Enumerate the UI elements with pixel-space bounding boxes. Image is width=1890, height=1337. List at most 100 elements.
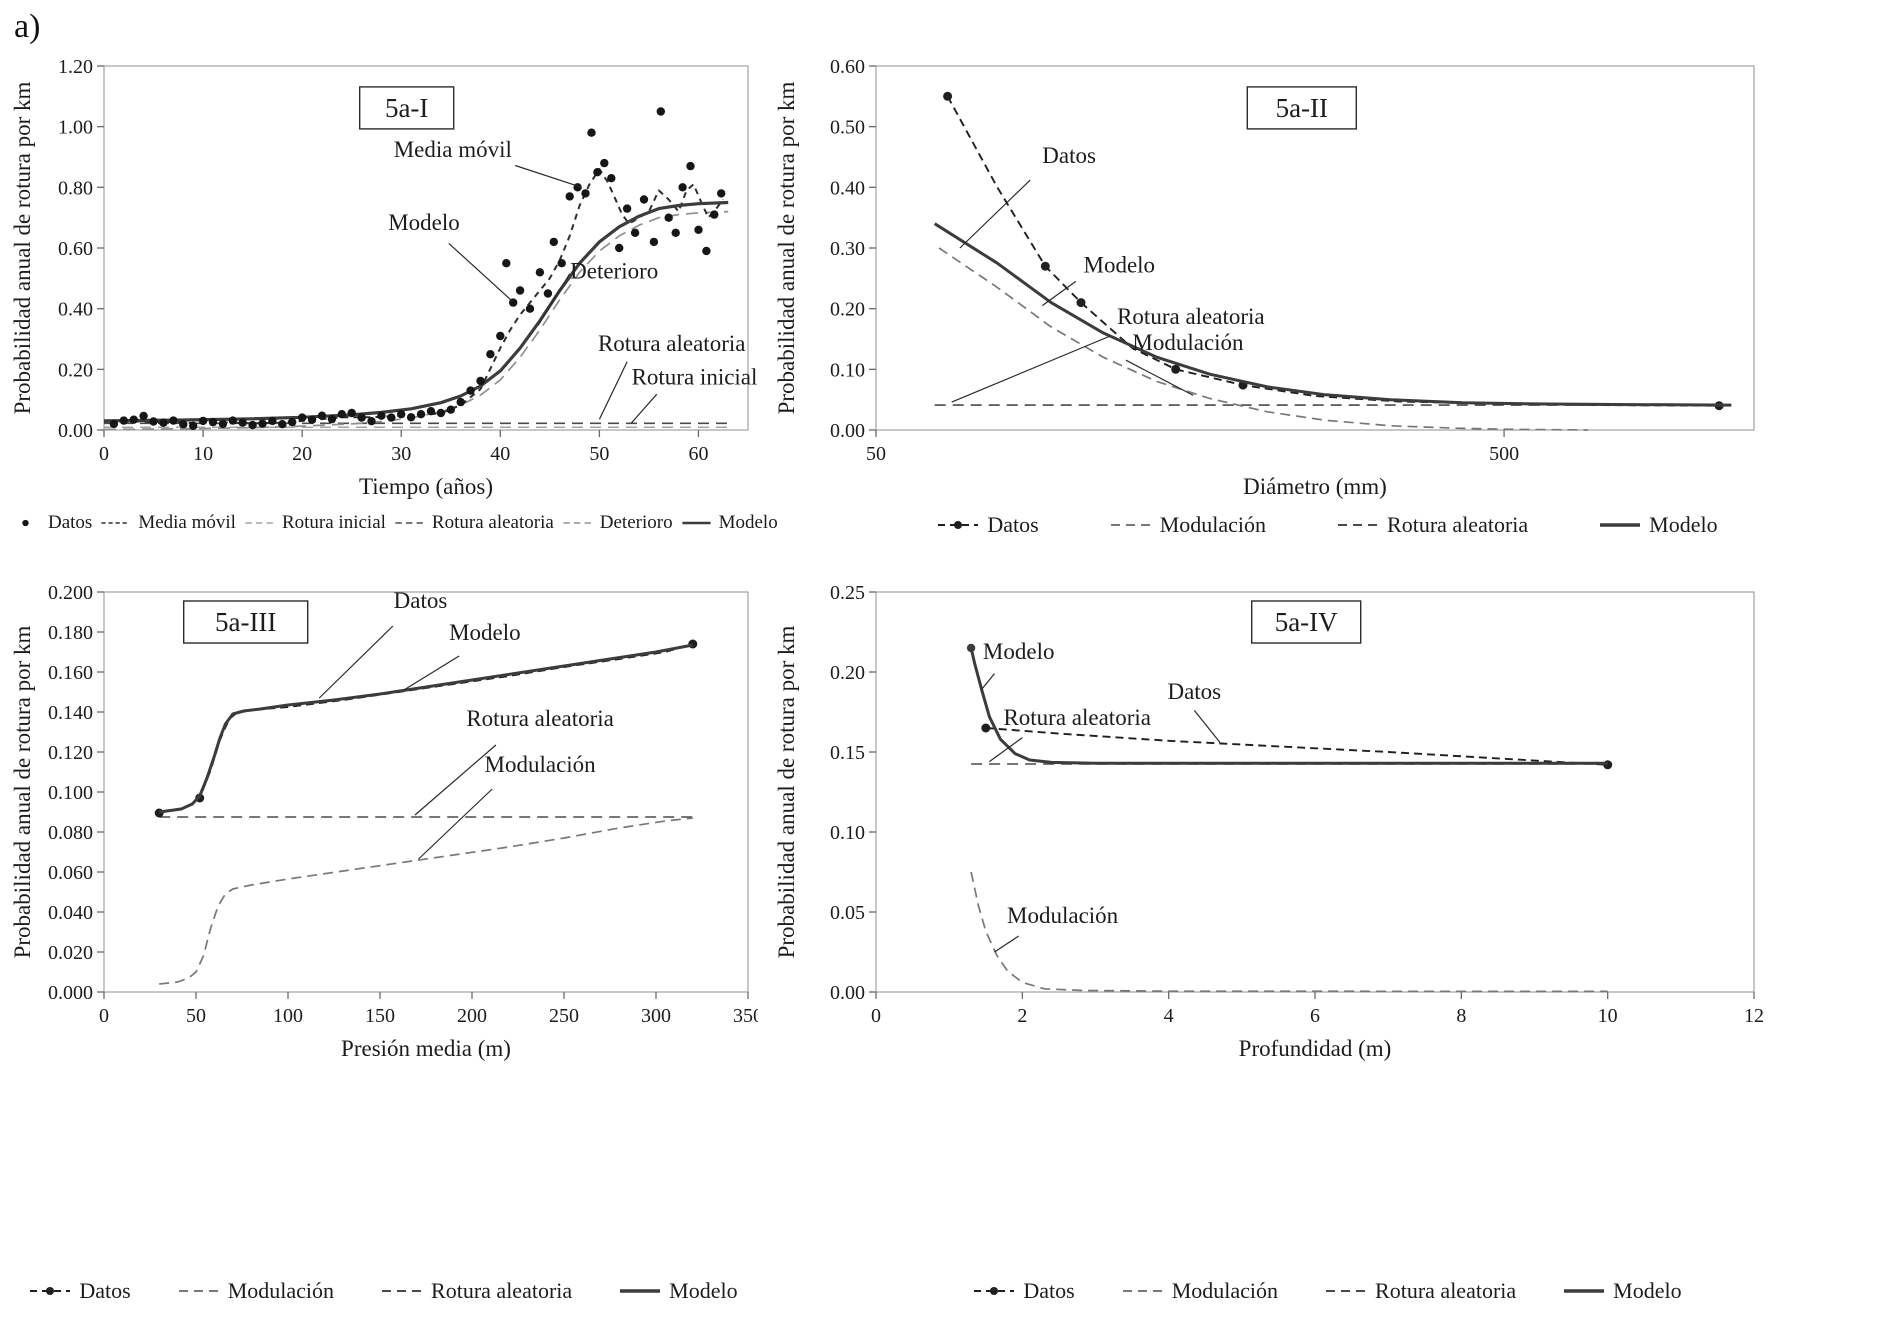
- point-datos: [397, 410, 406, 419]
- series-modulaci-n: [938, 247, 1588, 431]
- chart-5a-4-legend: Datos Modulación Rotura aleatoria Modelo: [772, 1278, 1882, 1304]
- series-datos: [985, 727, 1608, 766]
- point-datos: [248, 420, 257, 430]
- point-datos: [710, 210, 719, 219]
- annotation-leader: [418, 788, 493, 860]
- annotation-label: Rotura aleatoria: [466, 706, 614, 731]
- point-datos: [535, 268, 545, 277]
- series-media-m-vil: [133, 168, 724, 425]
- y-axis-title: Probabilidad anual de rotura por km: [10, 626, 35, 959]
- y-tick-label: 0.100: [48, 782, 93, 804]
- point-datos: [1171, 364, 1181, 374]
- x-tick-label: 100: [273, 1005, 303, 1027]
- x-tick-label: 20: [292, 443, 312, 465]
- legend-item: Media móvil: [100, 512, 236, 534]
- legend-label: Rotura inicial: [281, 512, 386, 533]
- legend-swatch-dash: [563, 522, 592, 524]
- y-tick-label: 0.00: [830, 982, 865, 1004]
- point-datos: [630, 228, 640, 237]
- point-datos: [476, 376, 485, 386]
- series-modulaci-n: [970, 871, 1608, 993]
- annotation-leader: [403, 655, 460, 691]
- legend-label: Modelo: [669, 1278, 738, 1303]
- y-tick-label: 0.20: [58, 359, 93, 381]
- x-tick-label: 50: [186, 1005, 206, 1027]
- legend-swatch-solid: [682, 521, 711, 525]
- legend-label: Datos: [1023, 1278, 1075, 1303]
- point-datos: [377, 411, 386, 420]
- point-datos: [278, 420, 287, 429]
- chart-5a-3-legend: Datos Modulación Rotura aleatoria Modelo: [8, 1278, 758, 1304]
- point-datos: [119, 416, 128, 425]
- panel-label: a): [14, 8, 41, 45]
- x-tick-label: 60: [688, 443, 708, 465]
- legend-item: Modulación: [1121, 1278, 1278, 1304]
- chart-5a-iv-svg: 0 2 4 6 8 10 12 0.00 0.05 0.10 0.15 0.20 0.25 Modelo R…: [774, 582, 1764, 1061]
- legend-swatch-dash: [178, 1290, 219, 1292]
- y-axis-title: Probabilidad anual de rotura por km: [774, 82, 799, 415]
- x-tick-label: 150: [365, 1005, 395, 1027]
- y-tick-label: 0.120: [48, 742, 93, 764]
- point-datos: [702, 246, 711, 256]
- y-tick-label: 0.040: [48, 902, 93, 924]
- legend-item: Rotura inicial: [244, 512, 386, 534]
- annotation-leader: [951, 335, 1111, 403]
- legend-item: Modelo: [1598, 512, 1718, 538]
- annotation-leader: [994, 935, 1020, 953]
- point-datos: [600, 158, 609, 168]
- legend-item: Modelo: [618, 1278, 738, 1304]
- annotation-label: Rotura aleatoria: [1003, 705, 1151, 730]
- annotation-label: Modelo: [388, 210, 460, 235]
- point-datos: [557, 259, 566, 268]
- legend-label: Media móvil: [138, 512, 236, 533]
- legend-item: Datos: [28, 1278, 131, 1304]
- point-datos: [688, 639, 698, 649]
- y-tick-label: 0.140: [48, 702, 93, 724]
- x-tick-label: 50: [866, 443, 886, 465]
- x-tick-label: 300: [641, 1005, 671, 1027]
- legend-label: Modelo: [1613, 1278, 1682, 1303]
- y-tick-label: 0.000: [48, 982, 93, 1004]
- series-modelo: [158, 643, 694, 814]
- annotation-leader: [318, 625, 394, 699]
- legend-label: Modelo: [718, 512, 778, 533]
- y-tick-label: 0.80: [58, 177, 93, 199]
- x-tick-label: 6: [1310, 1005, 1320, 1027]
- point-datos: [416, 410, 426, 419]
- y-tick-label: 0.25: [830, 582, 865, 604]
- legend-swatch-dashdot: [974, 1287, 1015, 1295]
- point-datos: [456, 397, 465, 407]
- x-tick-label: 10: [193, 443, 213, 465]
- chart-5a-1-plot: 0 10 20 30 40 50 60 0.00 0.20 0.40 0.60 0.80 1.00 1.2…: [8, 52, 758, 508]
- point-datos: [387, 413, 396, 422]
- x-tick-label: 30: [391, 443, 411, 465]
- y-tick-label: 0.50: [830, 117, 865, 139]
- legend-label: Deterioro: [599, 512, 673, 533]
- y-tick-label: 0.05: [830, 902, 865, 924]
- point-datos: [367, 417, 376, 426]
- chart-5a-iii-svg: 0 50 100 150 200 250 300 350 0.000 0.020 0.040 0.06…: [10, 582, 763, 1061]
- y-tick-label: 0.10: [830, 359, 865, 381]
- x-tick-label: 500: [1489, 443, 1519, 465]
- point-datos: [466, 386, 475, 395]
- point-datos: [639, 195, 649, 204]
- point-datos: [129, 415, 138, 424]
- point-datos: [615, 243, 624, 253]
- chart-code-box: [1246, 86, 1357, 130]
- point-datos: [1603, 760, 1613, 770]
- chart-5a-4-plot: 0 2 4 6 8 10 12 0.00 0.05 0.10 0.15 0.20 0.25 Modelo R…: [772, 578, 1882, 1070]
- annotation-leader: [448, 242, 513, 302]
- point-datos: [139, 411, 148, 421]
- point-datos: [649, 237, 659, 247]
- chart-cell-5a-4: 0 2 4 6 8 10 12 0.00 0.05 0.10 0.15 0.20 0.25 Modelo R…: [772, 578, 1882, 1304]
- x-tick-label: 4: [1164, 1005, 1174, 1027]
- bottom-row: 0 50 100 150 200 250 300 350 0.000 0.020 0.040 0.06…: [0, 578, 1890, 1304]
- chart-5a-2-plot: 50 500 0.00 0.10 0.20 0.30 0.40 0.50 0.60 Datos Mo…: [772, 52, 1882, 508]
- legend-swatch-dash: [395, 522, 424, 524]
- annotation-leader: [515, 164, 582, 188]
- legend-swatch-dash: [1326, 1290, 1367, 1292]
- point-datos: [426, 407, 436, 416]
- legend-item: Rotura aleatoria: [1324, 1278, 1516, 1304]
- legend-item: Datos: [10, 512, 92, 534]
- point-datos: [717, 189, 726, 198]
